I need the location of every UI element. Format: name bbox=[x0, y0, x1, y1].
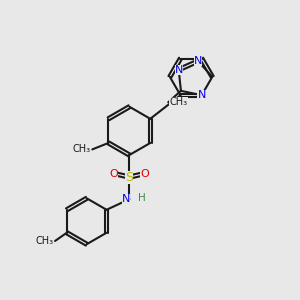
Text: N: N bbox=[197, 90, 206, 100]
Text: S: S bbox=[125, 171, 134, 184]
Text: O: O bbox=[110, 169, 118, 178]
Text: CH₃: CH₃ bbox=[73, 144, 91, 154]
Text: N: N bbox=[175, 65, 183, 75]
Text: CH₃: CH₃ bbox=[35, 236, 53, 246]
Text: CH₃: CH₃ bbox=[169, 97, 188, 107]
Text: O: O bbox=[140, 169, 149, 178]
Text: H: H bbox=[138, 193, 146, 203]
Text: N: N bbox=[194, 56, 202, 66]
Text: N: N bbox=[122, 194, 130, 204]
